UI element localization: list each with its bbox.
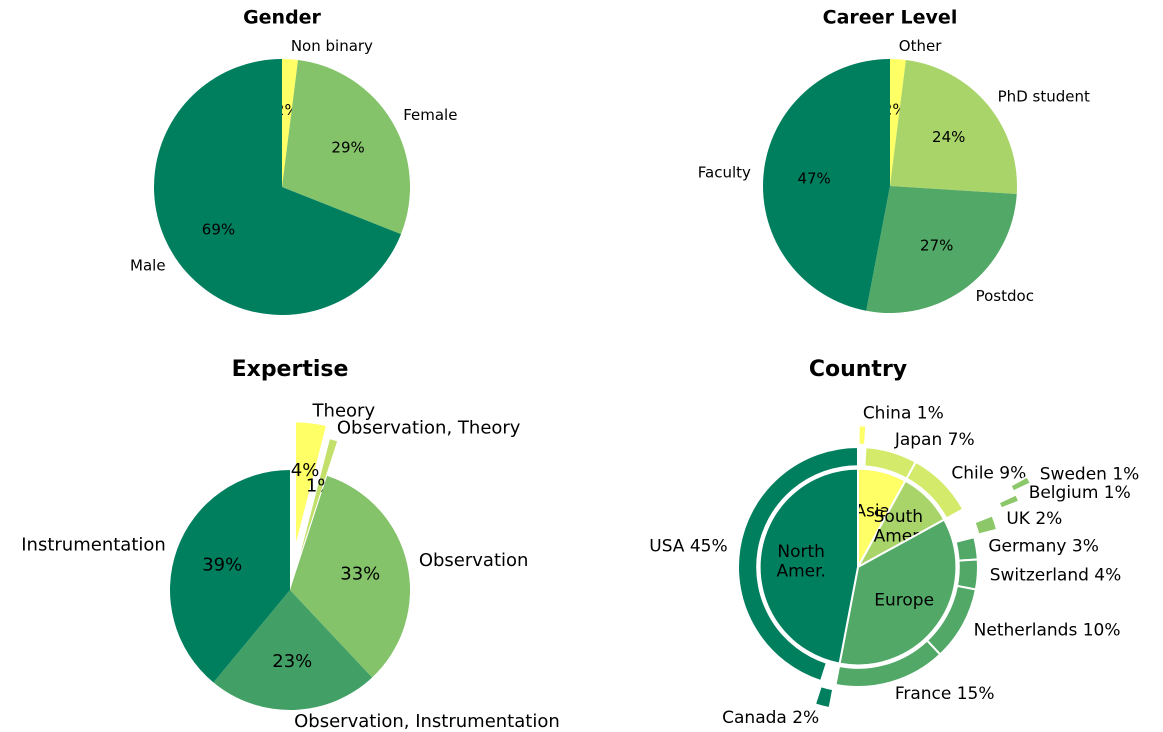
outer-wedge <box>997 493 1021 510</box>
wedge-label: Other <box>899 37 942 55</box>
percent-label: 4% <box>291 460 320 481</box>
percent-label: 29% <box>331 138 364 156</box>
percent-label: 69% <box>202 221 235 239</box>
outer-wedge-label: USA 45% <box>649 536 727 556</box>
wedge <box>763 59 890 311</box>
inner-wedge-label: Asia <box>854 502 890 522</box>
outer-wedge-label: Sweden 1% <box>1040 464 1140 484</box>
wedge-label: Observation, Instrumentation <box>294 711 560 732</box>
outer-wedge-label: Japan 7% <box>894 430 975 450</box>
outer-wedge-label: China 1% <box>863 403 944 423</box>
wedge <box>890 59 906 186</box>
outer-wedge-label: Belgium 1% <box>1029 483 1131 503</box>
wedge-label: Faculty <box>698 163 751 181</box>
outer-wedge <box>834 639 942 688</box>
chart-title: Expertise <box>232 357 349 382</box>
wedge-label: Observation <box>419 550 529 571</box>
wedge <box>890 60 1017 194</box>
percent-label: 23% <box>272 651 312 672</box>
wedge <box>296 422 326 543</box>
wedge <box>169 470 290 683</box>
wedge <box>153 59 402 315</box>
chart-title: Career Level <box>823 7 958 29</box>
outer-wedge <box>813 684 835 710</box>
wedge <box>290 475 410 678</box>
inner-wedge-label: Europe <box>874 591 934 611</box>
inner-wedge-label: North Amer. <box>776 542 825 582</box>
wedge-label: Instrumentation <box>21 534 166 555</box>
wedge-label: PhD student <box>998 87 1090 105</box>
outer-wedge-label: Switzerland 4% <box>990 565 1122 585</box>
wedge-label: Postdoc <box>976 287 1034 305</box>
outer-wedge <box>905 460 965 520</box>
wedge <box>213 590 373 711</box>
percent-label: 39% <box>202 555 242 576</box>
wedge-label: Female <box>403 106 457 124</box>
outer-wedge-label: UK 2% <box>1006 509 1062 529</box>
wedge <box>282 60 410 235</box>
outer-wedge <box>1009 475 1033 493</box>
outer-wedge <box>857 424 868 446</box>
outer-wedge-label: Germany 3% <box>988 536 1099 556</box>
outer-wedge <box>973 514 999 536</box>
inner-wedge <box>838 518 958 667</box>
wedge-label: Observation, Theory <box>337 418 521 439</box>
outer-wedge-label: Netherlands 10% <box>974 621 1121 641</box>
wedge <box>282 59 299 187</box>
outer-wedge <box>954 535 979 562</box>
outer-wedge <box>737 445 859 683</box>
wedge-label: Theory <box>312 400 376 421</box>
wedge <box>866 186 1017 313</box>
outer-wedge-label: Chile 9% <box>951 464 1026 484</box>
percent-label: 33% <box>340 563 380 584</box>
wedge <box>300 439 338 556</box>
wedge-label: Male <box>130 257 166 275</box>
outer-wedge-label: Canada 2% <box>722 708 819 728</box>
inner-wedge <box>758 467 859 665</box>
chart-title: Country <box>809 357 907 382</box>
percent-label: 47% <box>797 169 830 187</box>
outer-wedge-label: France 15% <box>895 684 995 704</box>
wedge-label: Non binary <box>291 37 373 55</box>
percent-label: 24% <box>932 128 965 146</box>
outer-wedge <box>955 558 979 591</box>
chart-title: Gender <box>243 7 321 29</box>
percent-label: 27% <box>920 237 953 255</box>
